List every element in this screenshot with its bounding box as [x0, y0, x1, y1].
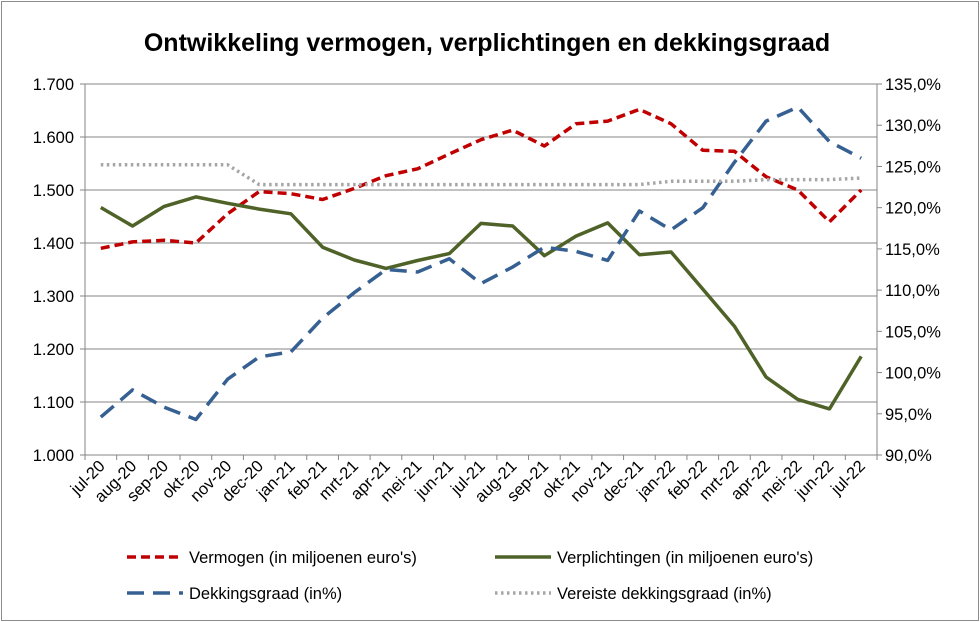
y2-tick-label: 90,0%: [885, 447, 932, 465]
y2-tick-label: 130,0%: [885, 117, 941, 135]
series-line-2: [99, 105, 863, 422]
legend-label-3: Vereiste dekkingsgraad (in%): [557, 585, 772, 603]
left-axis-ticks: 1.000 1.100 1.200 1.300 1.400 1.500 1.600 1.700: [33, 76, 74, 465]
y-tick-label: 1.600: [33, 129, 74, 147]
series-line-3: [100, 163, 862, 187]
right-axis-ticks: 90,0% 95,0% 100,0% 105,0% 110,0% 115,0% 120,0%…: [885, 76, 941, 465]
y2-tick-label: 125,0%: [885, 158, 941, 176]
y-tick-label: 1.200: [33, 341, 74, 359]
y-tick-label: 1.400: [33, 235, 74, 253]
axes: [80, 83, 882, 460]
gridlines: [85, 83, 877, 403]
x-axis-ticks: jul-20aug-20sep-20okt-20nov-20dec-20jan-…: [67, 457, 869, 506]
legend: Vermogen (in miljoenen euro's) Verplichti…: [127, 549, 813, 603]
y2-tick-label: 95,0%: [885, 406, 932, 424]
series-line-0: [100, 107, 863, 251]
legend-label-0: Vermogen (in miljoenen euro's): [189, 549, 417, 567]
y2-tick-label: 120,0%: [885, 200, 941, 218]
chart-title: Ontwikkeling vermogen, verplichtingen en…: [144, 29, 830, 57]
y-tick-label: 1.700: [33, 76, 74, 94]
legend-label-2: Dekkingsgraad (in%): [189, 585, 342, 603]
y2-tick-label: 135,0%: [885, 76, 941, 94]
y-tick-label: 1.000: [33, 447, 74, 465]
series-lines: [99, 105, 863, 422]
legend-label-1: Verplichtingen (in miljoenen euro's): [557, 549, 813, 567]
y-tick-label: 1.100: [33, 394, 74, 412]
y2-tick-label: 100,0%: [885, 365, 941, 383]
y2-tick-label: 105,0%: [885, 323, 941, 341]
y-tick-label: 1.300: [33, 288, 74, 306]
x-tick-label: jul-22: [827, 457, 869, 499]
y2-tick-label: 110,0%: [885, 282, 940, 300]
y-tick-label: 1.500: [33, 182, 74, 200]
series-line-1: [99, 195, 863, 411]
y2-tick-label: 115,0%: [885, 241, 940, 259]
